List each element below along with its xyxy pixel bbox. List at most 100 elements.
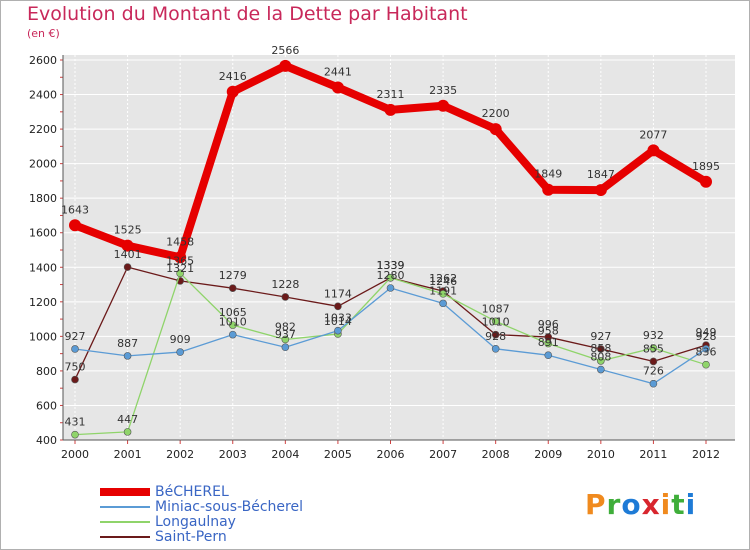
data-point	[700, 175, 712, 188]
data-label: 1087	[482, 302, 510, 315]
data-label: 1010	[482, 316, 510, 329]
data-label: 1279	[219, 269, 247, 282]
data-point	[597, 345, 605, 353]
data-point	[228, 330, 237, 339]
data-label: 836	[696, 346, 717, 359]
x-tick-label: 2006	[377, 448, 405, 461]
data-point	[71, 375, 79, 384]
data-point	[226, 85, 239, 98]
data-label: 2077	[639, 128, 667, 141]
x-tick-label: 2003	[219, 448, 247, 461]
x-tick-label: 2007	[429, 448, 457, 461]
data-label: 958	[538, 325, 559, 338]
data-label: 1895	[692, 160, 720, 173]
data-label: 726	[643, 365, 664, 378]
data-label: 1228	[271, 278, 299, 291]
data-label: 1174	[324, 287, 352, 300]
y-tick-label: 2000	[29, 158, 57, 171]
data-point	[281, 343, 290, 352]
logo-letter: r	[606, 488, 622, 521]
data-point	[71, 345, 79, 353]
data-label: 996	[538, 318, 559, 331]
data-point	[123, 352, 132, 360]
data-point	[386, 274, 395, 282]
data-label: 1339	[377, 259, 405, 272]
data-label: 1643	[61, 203, 89, 216]
data-point	[491, 330, 500, 339]
y-tick-label: 400	[36, 434, 57, 447]
data-label: 1321	[166, 262, 194, 275]
y-tick-label: 1200	[29, 296, 57, 309]
x-tick-label: 2005	[324, 448, 352, 461]
x-tick-label: 2012	[692, 448, 720, 461]
data-point	[491, 317, 500, 326]
data-point	[69, 219, 81, 232]
data-label: 927	[590, 330, 611, 343]
data-label: 909	[170, 333, 191, 346]
y-tick-label: 1000	[29, 330, 57, 343]
legend-swatch-longaulnay	[100, 521, 150, 523]
y-tick-label: 2400	[29, 89, 57, 102]
y-tick-label: 600	[36, 399, 57, 412]
data-label: 928	[485, 330, 506, 343]
data-label: 937	[275, 328, 296, 341]
x-tick-label: 2000	[61, 448, 89, 461]
data-label: 2416	[219, 70, 247, 83]
data-point	[437, 99, 450, 112]
data-label: 1401	[114, 248, 142, 261]
data-label: 1010	[219, 316, 247, 329]
data-point	[597, 365, 605, 374]
data-point	[121, 239, 134, 252]
y-tick-label: 1800	[29, 192, 57, 205]
data-label: 2311	[377, 88, 405, 101]
data-point	[702, 360, 710, 369]
x-tick-label: 2002	[166, 448, 194, 461]
data-point	[334, 326, 342, 335]
data-label: 1339	[377, 259, 405, 272]
data-point	[594, 184, 607, 197]
data-point	[489, 123, 502, 136]
data-point	[71, 430, 79, 439]
data-label: 808	[590, 351, 611, 364]
data-point	[544, 339, 553, 348]
data-point	[279, 59, 292, 72]
data-point	[228, 321, 237, 329]
x-tick-label: 2010	[587, 448, 615, 461]
legend-swatch-saint-pern	[100, 536, 150, 538]
data-point	[174, 251, 187, 264]
y-tick-label: 2600	[29, 54, 57, 67]
data-label: 982	[275, 320, 296, 333]
data-point	[228, 284, 237, 292]
data-label: 431	[65, 416, 86, 429]
chart-subtitle: (en €)	[27, 27, 60, 40]
data-label: 932	[643, 329, 664, 342]
data-label: 1033	[324, 312, 352, 325]
data-label: 1262	[429, 272, 457, 285]
logo-letter: o	[621, 488, 642, 521]
data-point	[123, 428, 132, 436]
data-point	[649, 357, 658, 366]
data-label: 887	[117, 337, 138, 350]
x-tick-label: 2008	[482, 448, 510, 461]
logo-letter: t	[671, 488, 686, 521]
legend-label-longaulnay: Longaulnay	[155, 514, 236, 530]
data-point	[334, 302, 342, 311]
data-label: 1849	[534, 168, 562, 181]
y-tick-label: 800	[36, 365, 57, 378]
data-label: 927	[65, 330, 86, 343]
x-tick-label: 2004	[271, 448, 299, 461]
data-point	[331, 81, 344, 94]
logo-letter: i	[660, 488, 672, 521]
data-label: 2566	[271, 44, 299, 57]
data-point	[439, 299, 447, 308]
data-point	[542, 183, 555, 196]
x-tick-label: 2009	[534, 448, 562, 461]
data-label: 949	[696, 326, 717, 339]
data-label: 858	[590, 342, 611, 355]
data-point	[702, 344, 710, 353]
data-point	[491, 344, 500, 353]
logo-letter: P	[585, 488, 607, 521]
y-tick-label: 2200	[29, 123, 57, 136]
data-label: 1280	[377, 269, 405, 282]
data-label: 1847	[587, 168, 615, 181]
